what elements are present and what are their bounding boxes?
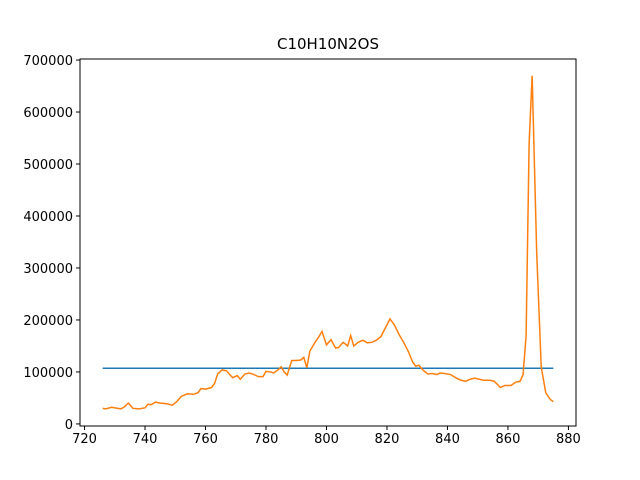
y-tick-label: 600000	[23, 106, 73, 121]
data-line	[102, 75, 554, 410]
x-tick-label: 720	[72, 432, 97, 447]
chart-title: C10H10N2OS	[277, 35, 379, 53]
y-tick-label: 300000	[23, 262, 73, 277]
x-tick-label: 880	[556, 432, 581, 447]
x-tick-label: 800	[314, 432, 339, 447]
x-tick-label: 740	[133, 432, 158, 447]
x-tick-label: 820	[375, 432, 400, 447]
y-tick-label: 0	[65, 418, 73, 433]
y-tick-label: 200000	[23, 314, 73, 329]
y-tick-label: 500000	[23, 158, 73, 173]
x-tick-label: 840	[435, 432, 460, 447]
x-tick-label: 760	[193, 432, 218, 447]
x-tick-label: 780	[254, 432, 279, 447]
y-tick-label: 400000	[23, 210, 73, 225]
y-tick-label: 700000	[23, 54, 73, 69]
y-tick-label: 100000	[23, 366, 73, 381]
plot-frame	[79, 58, 577, 427]
x-tick-label: 860	[496, 432, 521, 447]
